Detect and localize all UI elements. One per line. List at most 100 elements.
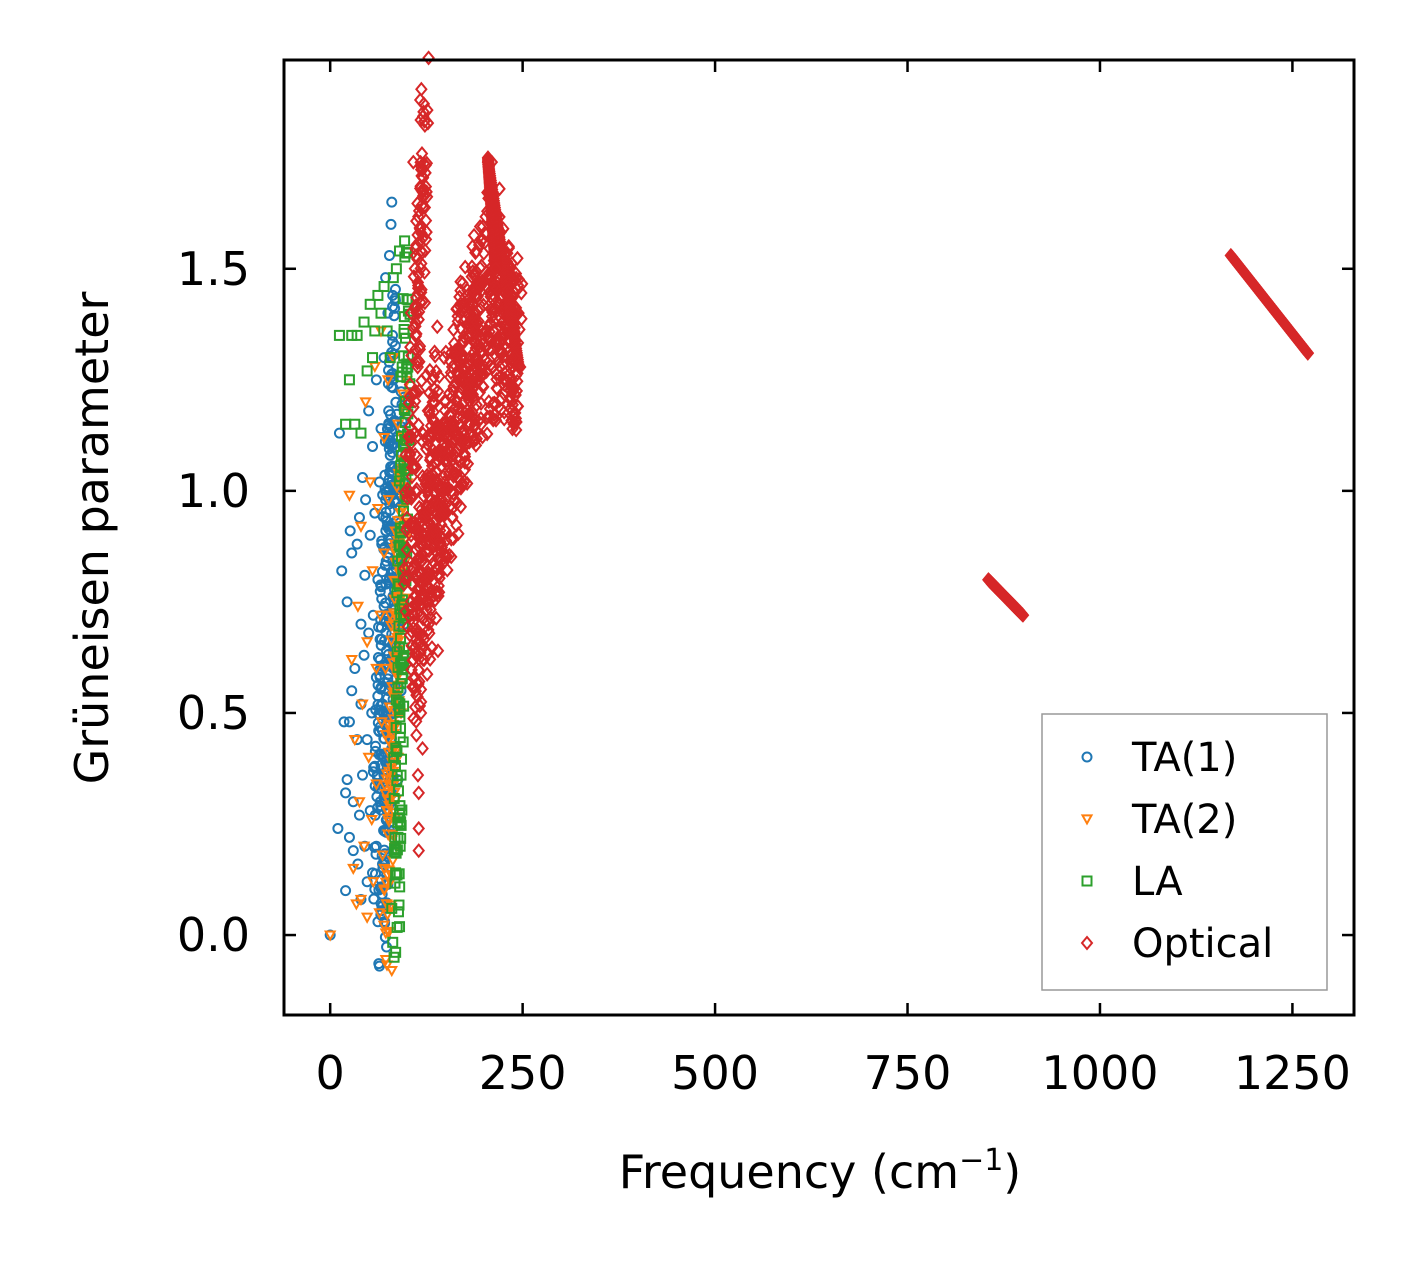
optical-point	[412, 820, 426, 837]
ta-2-point	[353, 797, 366, 809]
optical-point	[511, 250, 524, 266]
optical-point	[504, 392, 517, 408]
la-point	[333, 329, 345, 341]
ta-1-point	[338, 716, 350, 728]
legend-label: Optical	[1132, 921, 1273, 967]
la-point	[391, 921, 403, 933]
la-point	[381, 325, 393, 337]
legend-label: TA(1)	[1131, 735, 1237, 781]
optical-point	[470, 314, 483, 330]
ta-1-point	[358, 649, 370, 661]
optical-point	[411, 767, 425, 783]
ta-1-point	[346, 547, 358, 559]
optical-point	[410, 687, 423, 703]
optical-point	[420, 666, 434, 682]
optical-point	[409, 713, 423, 729]
optical-point	[447, 466, 461, 482]
optical-point	[486, 412, 500, 428]
ta-1-point	[355, 618, 367, 630]
ta-2-point	[396, 389, 409, 401]
ta-2-point	[382, 926, 395, 939]
optical-point	[428, 592, 442, 608]
optical-point	[441, 452, 454, 469]
optical-point	[480, 270, 494, 286]
optical-point	[428, 348, 442, 364]
y-tick-label: 0.0	[177, 908, 250, 962]
ta-1-point	[343, 831, 355, 843]
optical-point	[405, 347, 418, 364]
legend-label: TA(2)	[1131, 797, 1237, 843]
x-axis-title-main: Frequency (cm	[619, 1145, 959, 1199]
la-point	[389, 843, 401, 855]
y-axis-title: Grüneisen parameter	[65, 291, 119, 784]
la-point	[358, 316, 370, 328]
optical-point	[408, 588, 422, 604]
optical-point	[411, 355, 424, 371]
optical-point	[484, 316, 498, 332]
optical-point	[412, 304, 426, 320]
optical-point	[469, 245, 482, 261]
optical-point	[409, 237, 423, 253]
optical-point	[416, 628, 430, 644]
ta-2-point	[376, 850, 389, 862]
optical-point	[485, 342, 498, 358]
ta-2-point	[379, 954, 393, 967]
optical-point	[490, 332, 504, 349]
ta-2-point	[381, 375, 395, 387]
ta-2-point	[385, 965, 398, 978]
legend-marker-optical	[1080, 935, 1094, 951]
legend: TA(1) TA(2) LA Optical	[1041, 713, 1328, 991]
optical-point	[398, 561, 411, 577]
optical-point	[419, 157, 432, 173]
optical-point	[447, 416, 460, 432]
optical-point	[465, 269, 479, 285]
optical-point	[416, 170, 430, 186]
optical-point	[412, 843, 426, 859]
ta-2-point	[345, 655, 358, 667]
optical-point	[412, 417, 425, 433]
la-point	[401, 358, 413, 370]
optical-point	[448, 343, 462, 359]
ta-2-point	[373, 908, 386, 920]
optical-point	[493, 181, 506, 197]
ta-1-point	[332, 822, 344, 834]
optical-point	[457, 298, 471, 314]
optical-point	[484, 270, 498, 287]
ta-2-point	[354, 521, 368, 533]
y-tick-label: 1.0	[177, 464, 250, 518]
optical-point	[445, 510, 459, 526]
optical-point	[413, 508, 427, 524]
optical-point	[414, 536, 427, 552]
optical-point	[488, 395, 501, 411]
optical-point	[422, 50, 435, 66]
ta-2-point	[383, 702, 397, 714]
legend-item-la: LA	[1081, 859, 1183, 905]
ta-2-point	[357, 841, 371, 853]
optical-point	[454, 480, 468, 496]
optical-point	[418, 527, 432, 543]
optical-point	[429, 363, 443, 379]
la-point	[392, 681, 404, 693]
optical-point	[409, 315, 422, 331]
ta-2-point	[374, 326, 388, 338]
scatter-marks	[323, 50, 1315, 978]
ta-2-point	[380, 960, 394, 972]
ta-2-point	[380, 774, 393, 786]
optical-point	[427, 388, 441, 404]
optical-point	[406, 606, 420, 622]
optical-point	[421, 587, 434, 603]
la-point	[340, 418, 352, 430]
la-point	[398, 327, 410, 339]
ta-1-point	[353, 809, 365, 821]
ta-2-point	[384, 725, 397, 737]
optical-point	[468, 378, 481, 394]
ta-1-point	[341, 774, 353, 786]
optical-point	[511, 354, 525, 370]
legend-item-ta-2: TA(2)	[1080, 797, 1237, 843]
ta-2-point	[366, 566, 379, 578]
ta-2-point	[360, 912, 374, 924]
optical-point	[434, 553, 448, 569]
optical-point	[415, 513, 429, 529]
la-point	[372, 289, 384, 301]
ta-1-point	[336, 565, 348, 577]
